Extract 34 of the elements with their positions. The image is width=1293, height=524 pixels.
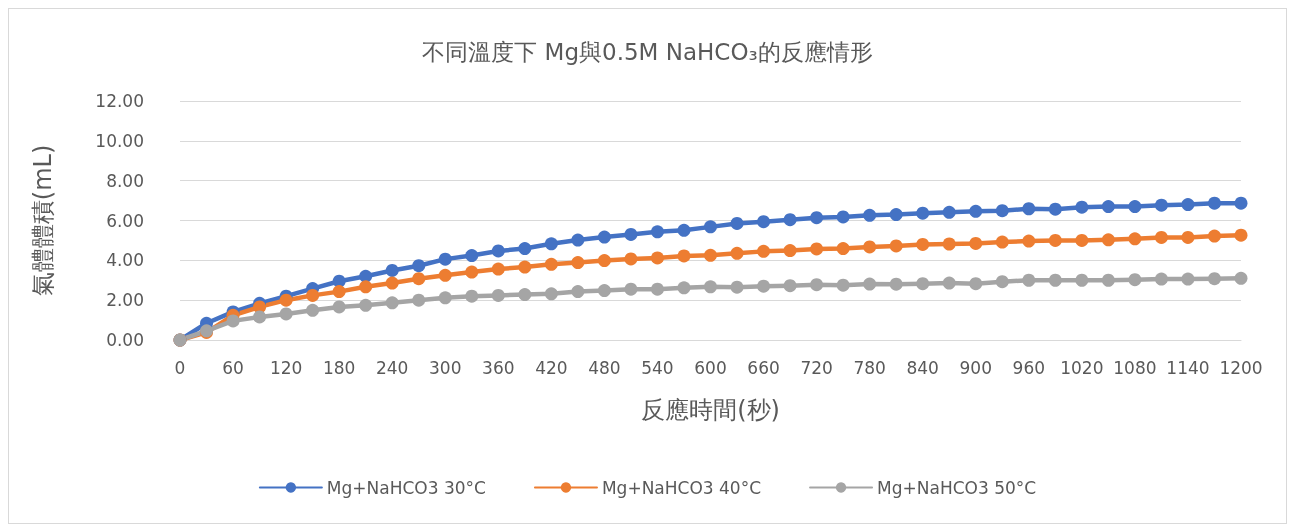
x-tick-label: 420 bbox=[535, 357, 568, 378]
x-axis-title: 反應時間(秒) bbox=[641, 396, 780, 424]
legend-label: Mg+NaHCO3 30°C bbox=[326, 477, 486, 498]
y-tick-label: 10.00 bbox=[95, 130, 144, 151]
legend-label: Mg+NaHCO3 50°C bbox=[877, 477, 1037, 498]
y-tick-label: 4.00 bbox=[106, 250, 144, 271]
y-axis-title: 氣體體積(mL) bbox=[29, 144, 57, 297]
y-tick-label: 0.00 bbox=[106, 330, 144, 350]
x-tick-label: 780 bbox=[853, 357, 886, 378]
x-tick-label: 660 bbox=[747, 357, 780, 378]
x-tick-label: 240 bbox=[375, 357, 409, 378]
x-tick-label: 300 bbox=[429, 357, 462, 378]
x-tick-label: 960 bbox=[1012, 357, 1046, 378]
x-tick-label: 480 bbox=[588, 357, 621, 378]
x-tick-label: 360 bbox=[482, 357, 515, 378]
x-tick-label: 120 bbox=[269, 357, 303, 378]
x-tick-label: 600 bbox=[694, 357, 727, 378]
x-tick-label: 1080 bbox=[1113, 357, 1157, 378]
x-tick-label: 60 bbox=[222, 357, 244, 378]
y-tick-label: 12.00 bbox=[95, 91, 144, 111]
x-tick-label: 720 bbox=[800, 357, 833, 378]
y-tick-label: 8.00 bbox=[106, 170, 144, 191]
y-tick-label: 2.00 bbox=[106, 290, 144, 311]
x-tick-label: 1200 bbox=[1219, 357, 1263, 378]
x-tick-label: 540 bbox=[641, 357, 674, 378]
x-tick-label: 1020 bbox=[1060, 357, 1104, 378]
x-tick-label: 1140 bbox=[1166, 357, 1210, 378]
x-tick-label: 180 bbox=[322, 357, 356, 378]
x-tick-label: 840 bbox=[906, 357, 939, 378]
x-tick-label: 900 bbox=[959, 357, 992, 378]
y-tick-label: 6.00 bbox=[106, 210, 144, 231]
legend-label: Mg+NaHCO3 40°C bbox=[601, 477, 762, 498]
chart-title: 不同溫度下 Mg與0.5M NaHCO₃的反應情形 bbox=[422, 38, 873, 65]
x-tick-label: 0 bbox=[174, 357, 186, 378]
